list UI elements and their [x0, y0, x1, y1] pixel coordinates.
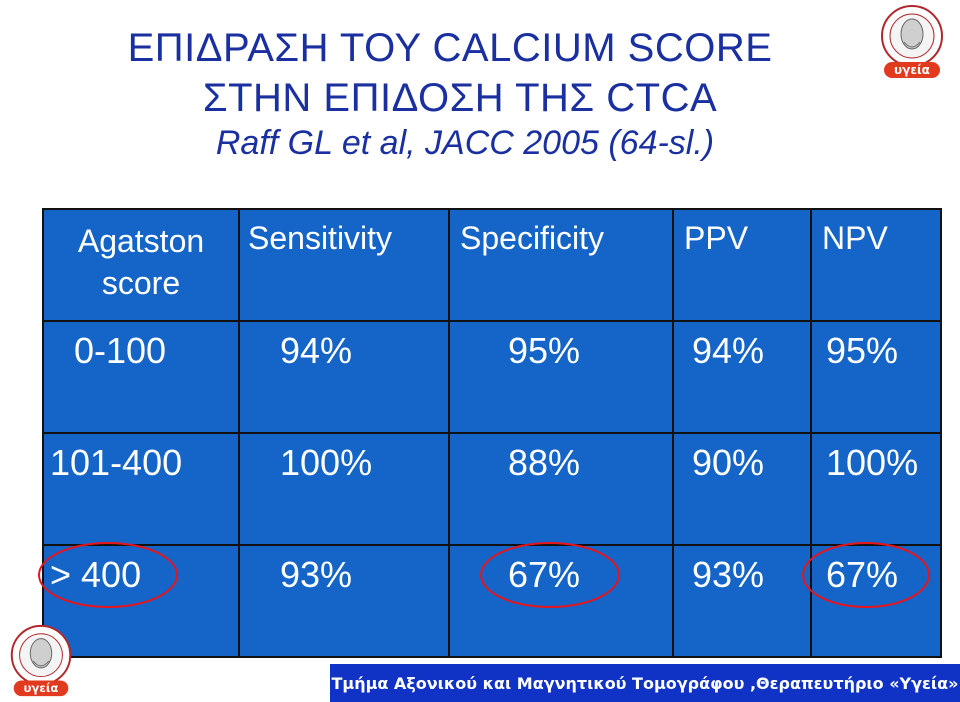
- logo-label: υγεία: [894, 63, 930, 77]
- header-sensitivity: Sensitivity: [238, 208, 450, 322]
- table-row: 0-100 94% 95% 94% 95%: [42, 320, 942, 434]
- row-sensitivity: 94%: [238, 320, 450, 434]
- header-npv: NPV: [810, 208, 942, 322]
- results-table: Agatston score Sensitivity Specificity P…: [38, 208, 942, 658]
- row-sensitivity: 93%: [238, 544, 450, 658]
- row-ppv: 93%: [672, 544, 812, 658]
- header-specificity: Specificity: [448, 208, 674, 322]
- row-specificity: 67%: [508, 554, 581, 595]
- table-row: > 400 93% 67% 93% 67%: [38, 542, 942, 658]
- row-ppv: 94%: [672, 320, 812, 434]
- table-row: 101-400 100% 88% 90% 100%: [42, 432, 942, 546]
- table-header-row: Agatston score Sensitivity Specificity P…: [42, 208, 942, 322]
- footer-bar: Τμήμα Αξονικού και Μαγνητικού Τομογράφου…: [330, 664, 960, 702]
- page-title-line1: ΕΠΙΔΡΑΣΗ ΤΟΥ CALCIUM SCORE: [127, 26, 773, 70]
- logo-label-bottom: υγεία: [24, 681, 59, 695]
- row-ppv: 90%: [672, 432, 812, 546]
- row-score-cell: > 400: [38, 542, 240, 658]
- row-specificity: 95%: [448, 320, 674, 434]
- row-specificity: 88%: [448, 432, 674, 546]
- row-npv-cell: 67%: [802, 542, 942, 658]
- footer-text: Τμήμα Αξονικού και Μαγνητικού Τομογράφου…: [331, 673, 959, 693]
- citation: Raff GL et al, JACC 2005 (64-sl.): [215, 124, 715, 162]
- row-npv: 95%: [810, 320, 942, 434]
- row-score: > 400: [50, 554, 142, 595]
- row-specificity-cell: 67%: [448, 542, 674, 658]
- hygeia-logo-bottom-icon: υγεία: [10, 624, 72, 697]
- hygeia-logo-icon: υγεία: [881, 5, 943, 78]
- row-npv: 100%: [810, 432, 942, 546]
- row-score: 0-100: [42, 320, 240, 434]
- page-title-line2: ΣΤΗΝ ΕΠΙΔΟΣΗ ΤΗΣ CTCA: [202, 76, 718, 120]
- header-agatston: Agatston score: [42, 208, 240, 322]
- header-ppv: PPV: [672, 208, 812, 322]
- row-score: 101-400: [42, 432, 240, 546]
- row-npv: 67%: [826, 554, 899, 595]
- row-sensitivity: 100%: [238, 432, 450, 546]
